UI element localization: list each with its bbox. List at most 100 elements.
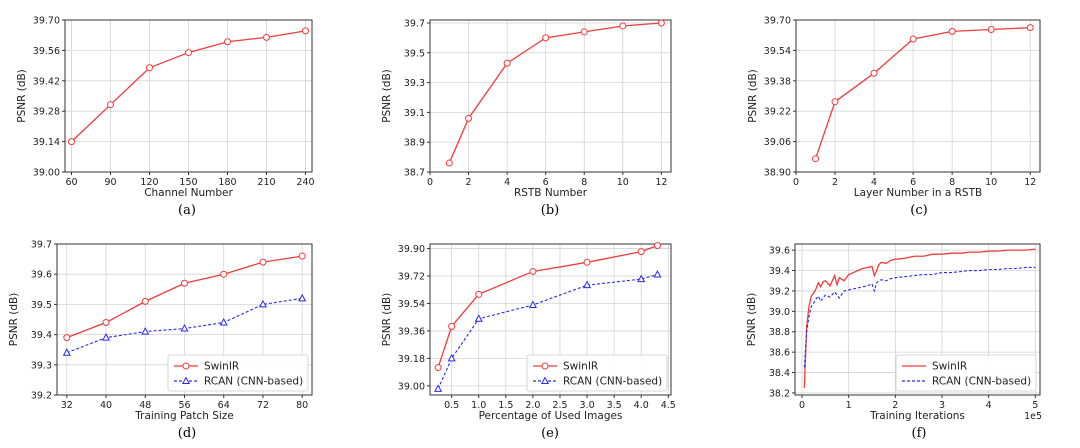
data-point-swinir — [637, 248, 645, 256]
x-tick-label: 10 — [985, 177, 997, 188]
data-point-swinir — [465, 114, 473, 122]
y-tick-label: 39.5 — [31, 300, 52, 311]
data-point-swinir — [870, 69, 878, 77]
y-tick-label: 39.00 — [33, 168, 60, 179]
series-line-rcan — [803, 266, 1036, 368]
y-tick-label: 39.38 — [764, 76, 791, 87]
data-point-swinir — [948, 27, 956, 35]
legend: SwinIR RCAN (CNN-based) — [526, 354, 668, 392]
y-axis-label: PSNR (dB) — [747, 69, 759, 123]
data-point-swinir — [68, 138, 75, 146]
x-tick-label: 0.5 — [444, 400, 459, 411]
y-tick-label: 38.90 — [764, 168, 791, 179]
x-tick-label: 4.5 — [661, 400, 676, 411]
x-axis-label: Layer Number in a RSTB — [854, 187, 982, 199]
y-tick-label: 39.1 — [404, 108, 425, 119]
x-tick-label: 56 — [178, 400, 190, 411]
data-point-rcan — [62, 348, 71, 356]
x-tick-label: 3.5 — [607, 400, 622, 411]
x-tick-label: 48 — [139, 400, 151, 411]
x-tick-label: 3.0 — [580, 400, 595, 411]
x-tick-label: 0 — [799, 400, 805, 411]
x-tick-label: 1.5 — [498, 400, 513, 411]
x-tick-label: 90 — [104, 177, 116, 188]
y-tick-label: 39.42 — [33, 76, 60, 87]
legend-box — [167, 354, 309, 392]
y-tick-label: 39.4 — [31, 330, 52, 341]
data-point-swinir — [302, 27, 309, 35]
series-line-swinir — [437, 244, 658, 368]
data-point-swinir — [831, 98, 839, 106]
panel-caption: (a) — [178, 203, 196, 218]
y-tick-label: 38.4 — [769, 368, 790, 379]
y-axis-label: PSNR (dB) — [381, 69, 393, 123]
y-tick-label: 39.54 — [398, 299, 425, 310]
panel-caption: (c) — [910, 203, 927, 218]
chart-panel: 0 2 4 6 8 10 12 38.90 39.06 39.22 39.38 39.54 39.70 L… — [747, 16, 1041, 218]
x-tick-label: 0 — [793, 177, 799, 188]
chart-panel: 0.5 1.0 1.5 2.0 2.5 3.0 3.5 4.0 4.5 39.00 39.18 39.… — [381, 242, 676, 441]
x-tick-label: 8 — [949, 177, 955, 188]
legend-label-rcan: RCAN (CNN-based) — [932, 376, 1031, 388]
data-point-swinir — [141, 297, 149, 305]
x-tick-label: 120 — [140, 177, 158, 188]
x-tick-label: 180 — [218, 177, 236, 188]
x-tick-label: 1.0 — [471, 400, 486, 411]
x-tick-label: 2 — [832, 177, 838, 188]
x-tick-label: 2 — [466, 177, 472, 188]
plot-frame — [794, 243, 1041, 396]
data-point-swinir — [259, 258, 267, 266]
data-point-rcan — [141, 327, 150, 335]
y-tick-label: 39.14 — [33, 137, 60, 148]
x-tick-label: 12 — [655, 177, 667, 188]
y-tick-label: 39.70 — [33, 16, 60, 27]
x-offset-label: 1e5 — [1024, 411, 1042, 422]
data-point-swinir — [653, 242, 661, 250]
x-axis-label: RSTB Number — [514, 187, 588, 199]
x-tick-label: 72 — [257, 400, 269, 411]
y-tick-label: 39.6 — [769, 246, 790, 257]
y-tick-label: 39.72 — [398, 272, 425, 283]
data-point-swinir — [657, 19, 665, 27]
y-tick-label: 39.56 — [33, 46, 60, 57]
x-tick-label: 40 — [100, 400, 112, 411]
data-point-swinir — [220, 270, 228, 278]
y-tick-label: 38.8 — [769, 327, 790, 338]
y-tick-label: 39.00 — [398, 381, 425, 392]
data-point-swinir — [102, 319, 110, 327]
y-tick-label: 39.0 — [769, 307, 790, 318]
x-tick-label: 4.0 — [634, 400, 649, 411]
x-tick-label: 2.0 — [525, 400, 540, 411]
y-tick-label: 39.2 — [31, 391, 52, 402]
legend-label-swinir: SwinIR — [204, 361, 239, 373]
data-point-swinir — [987, 26, 995, 33]
data-point-swinir — [445, 159, 453, 167]
data-point-swinir — [107, 101, 114, 109]
y-tick-label: 39.2 — [769, 286, 790, 297]
legend-box — [895, 354, 1037, 392]
y-tick-label: 38.9 — [404, 138, 425, 149]
x-tick-label: 5 — [1032, 400, 1038, 411]
y-tick-label: 39.54 — [764, 46, 791, 57]
series-line-swinir — [814, 26, 1031, 159]
panel-caption: (b) — [541, 203, 559, 218]
y-tick-label: 39.06 — [764, 137, 791, 148]
data-point-swinir — [580, 28, 588, 36]
x-tick-label: 150 — [179, 177, 197, 188]
chart-panel: 0 1 2 3 4 5 38.2 38.4 38.6 38.8 39.0 39.2 39.4 39.6 Tr… — [746, 243, 1042, 441]
data-point-swinir — [181, 279, 188, 287]
x-tick-label: 32 — [61, 400, 73, 411]
panel-caption: (e) — [541, 426, 559, 441]
chart-panel: 60 90 120 150 180 210 240 39.00 39.14 39.28 39.42 3… — [16, 16, 315, 219]
x-tick-label: 2.5 — [552, 400, 567, 411]
y-tick-label: 39.70 — [764, 16, 791, 27]
data-point-rcan — [219, 317, 228, 326]
y-axis-label: PSNR (dB) — [381, 293, 393, 347]
data-point-rcan — [434, 384, 443, 392]
data-point-swinir — [263, 33, 270, 41]
y-tick-label: 39.22 — [764, 107, 791, 118]
x-axis-label: Training Patch Size — [134, 410, 234, 422]
x-tick-label: 12 — [1024, 177, 1036, 188]
y-tick-label: 39.7 — [31, 240, 52, 251]
data-point-swinir — [583, 258, 591, 266]
